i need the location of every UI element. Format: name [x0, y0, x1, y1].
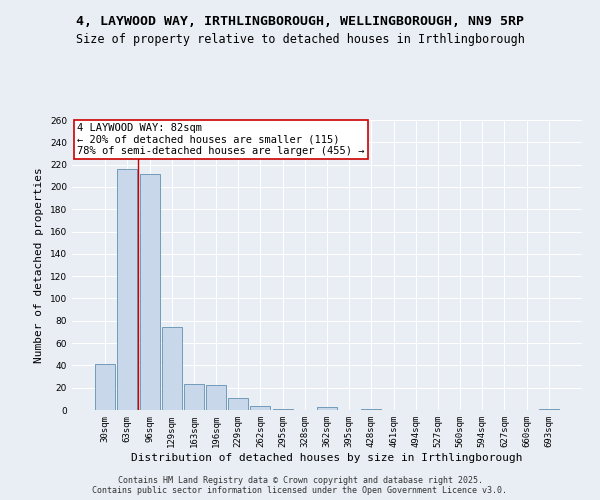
Bar: [361, 409, 382, 410]
Bar: [95, 364, 115, 410]
Y-axis label: Number of detached properties: Number of detached properties: [34, 167, 44, 363]
Bar: [162, 328, 182, 410]
Bar: [140, 174, 160, 410]
Bar: [228, 398, 248, 410]
Bar: [184, 384, 204, 410]
X-axis label: Distribution of detached houses by size in Irthlingborough: Distribution of detached houses by size …: [131, 452, 523, 462]
Bar: [539, 409, 559, 410]
Text: Contains HM Land Registry data © Crown copyright and database right 2025.
Contai: Contains HM Land Registry data © Crown c…: [92, 476, 508, 495]
Text: 4 LAYWOOD WAY: 82sqm
← 20% of detached houses are smaller (115)
78% of semi-deta: 4 LAYWOOD WAY: 82sqm ← 20% of detached h…: [77, 123, 365, 156]
Bar: [250, 406, 271, 410]
Text: Size of property relative to detached houses in Irthlingborough: Size of property relative to detached ho…: [76, 32, 524, 46]
Bar: [118, 169, 137, 410]
Text: 4, LAYWOOD WAY, IRTHLINGBOROUGH, WELLINGBOROUGH, NN9 5RP: 4, LAYWOOD WAY, IRTHLINGBOROUGH, WELLING…: [76, 15, 524, 28]
Bar: [272, 409, 293, 410]
Bar: [317, 406, 337, 410]
Bar: [206, 386, 226, 410]
